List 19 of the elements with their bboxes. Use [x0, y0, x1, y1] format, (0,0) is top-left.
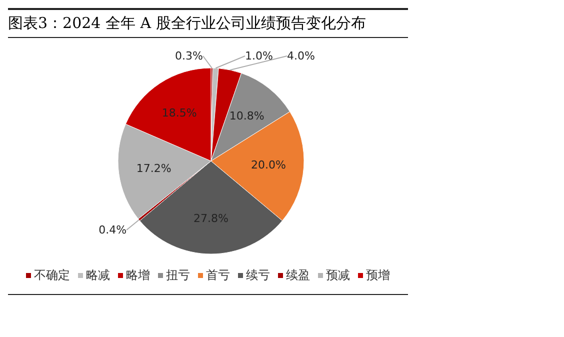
data-label: 0.4% — [98, 223, 127, 236]
legend-label: 续亏 — [245, 267, 270, 284]
data-label: 20.0% — [251, 158, 286, 172]
data-label: 27.8% — [194, 212, 228, 226]
legend-label: 略增 — [125, 267, 150, 284]
legend-label: 续盈 — [285, 267, 310, 284]
legend-label: 扭亏 — [165, 267, 190, 284]
chart-title: 图表3：2024 全年 A 股全行业公司业绩预告变化分布 — [8, 8, 408, 38]
data-label: 10.8% — [229, 109, 264, 122]
legend-label: 预增 — [365, 267, 390, 284]
data-label: 1.0% — [245, 50, 273, 62]
data-label: 18.5% — [162, 106, 197, 120]
legend-label: 不确定 — [33, 267, 70, 284]
data-label: 4.0% — [287, 50, 315, 62]
legend-label: 首亏 — [205, 267, 230, 284]
data-label: 0.3% — [175, 50, 203, 62]
data-label: 17.2% — [136, 162, 172, 176]
legend-label: 略减 — [85, 267, 110, 284]
legend-label: 预减 — [325, 267, 350, 284]
